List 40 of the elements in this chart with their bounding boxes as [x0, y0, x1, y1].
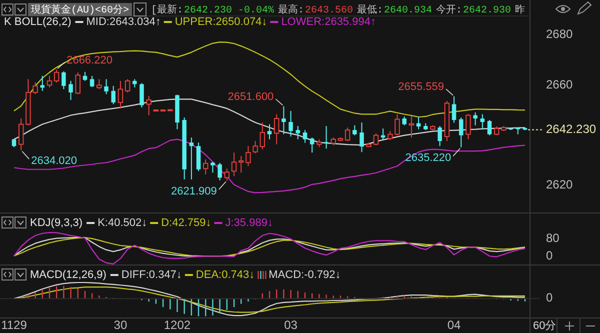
legend-label: DEA:0.743↓ — [196, 268, 255, 281]
legend-label: D:42.759↓ — [161, 216, 212, 229]
text: 2642.230 -0.04% — [184, 6, 274, 17]
text: 今开: — [436, 4, 462, 17]
annotation: 2635.220 — [405, 152, 452, 164]
legend-label: J:35.989↓ — [225, 216, 273, 229]
legend-label: UPPER:2650.074↓ — [174, 16, 268, 28]
text: 最低: — [357, 4, 384, 17]
x-tick-label: 1129 — [1, 318, 28, 332]
legend-label: K:40.502↓ — [98, 216, 148, 229]
text: 2642.930 — [463, 6, 512, 17]
chart-title: K BOLL(26,2) — [4, 16, 72, 28]
y-tick-label: 0 — [546, 248, 553, 263]
y-tick-label: 2620 — [546, 178, 574, 192]
legend-label: MID:2643.034↑ — [86, 16, 161, 28]
text: [最新: — [151, 4, 184, 17]
y-tick-label: 2680 — [546, 27, 574, 42]
legend-label: DIFF:0.347↓ — [121, 268, 182, 281]
y-tick-label: 80 — [546, 231, 560, 246]
y-tick-label: 2660 — [546, 77, 574, 92]
x-tick-label: 04 — [447, 318, 462, 332]
legend-label: LOWER:2635.994↑ — [281, 16, 376, 28]
text: 最高: — [278, 4, 304, 17]
annotation: 2655.559 — [398, 81, 444, 94]
text: 現貨黃金(AU)<60分> — [31, 4, 130, 17]
x-tick-label: 1202 — [164, 318, 191, 332]
x-tick-label: 03 — [284, 318, 298, 332]
ref-line-label: 2642.230 — [546, 122, 596, 136]
annotation: 2621.909 — [171, 186, 217, 198]
annotation: 2634.020 — [31, 155, 77, 168]
text: 60分 — [533, 320, 556, 332]
annotation: 2651.600 — [228, 91, 274, 104]
x-tick-label: 30 — [114, 318, 128, 332]
text: 2640.934 — [384, 6, 432, 17]
chart-title: MACD(12,26,9) — [30, 268, 106, 281]
text: 昨 — [515, 4, 526, 17]
chart-title: KDJ(9,3,3) — [30, 216, 83, 229]
legend-label: MACD:-0.792↓ — [268, 268, 341, 281]
annotation: 2666.220 — [66, 54, 112, 66]
text: 2643.560 — [305, 6, 354, 17]
